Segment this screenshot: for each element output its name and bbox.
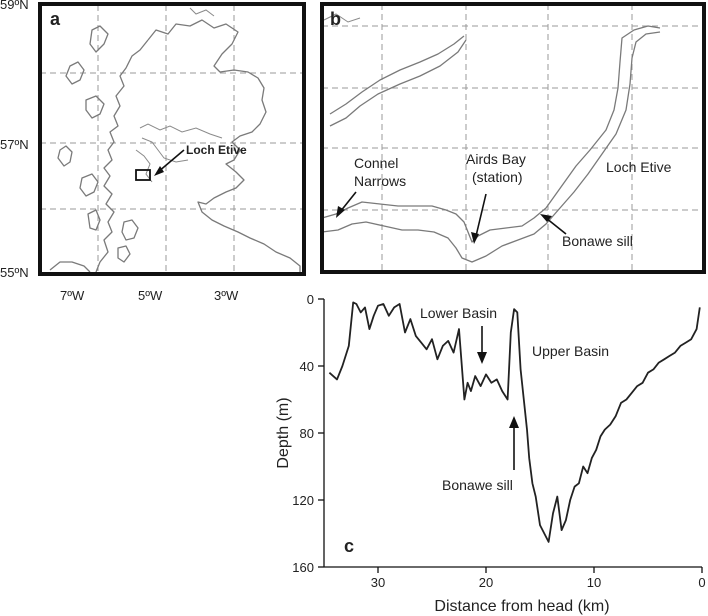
y-axis-label: Depth (m) xyxy=(275,397,292,468)
loch-etive-site-label: Loch Etive xyxy=(186,143,247,157)
panel-c: 0 40 80 120 160 30 20 10 0 Depth (m) Distance f… xyxy=(275,292,706,615)
panel-b-letter: b xyxy=(330,9,341,29)
panel-a-letter: a xyxy=(50,9,61,29)
panel-a: Loch Etive a 59ºN 57ºN 55ºN 7ºW 5ºW 3ºW xyxy=(0,0,306,303)
lon-label-3w: 3ºW xyxy=(214,288,239,303)
panel-b-grid xyxy=(322,4,704,272)
lon-label-7w: 7ºW xyxy=(60,288,85,303)
y-tick-label: 0 xyxy=(307,292,314,307)
panel-a-frame xyxy=(38,2,306,276)
panel-a-grid xyxy=(40,5,304,273)
x-tick-label: 20 xyxy=(479,575,493,590)
loch-etive-coastline xyxy=(321,13,661,263)
lat-label-55: 55ºN xyxy=(0,265,29,280)
upper-basin-annotation: Upper Basin xyxy=(532,343,609,359)
airds-bay-label-line2: (station) xyxy=(472,169,523,185)
panel-c-letter: c xyxy=(344,536,354,556)
depth-profile-line xyxy=(328,301,701,543)
panel-b: b Connel Narrows Airds Bay (station) Loc… xyxy=(320,2,706,274)
lat-label-57: 57ºN xyxy=(0,137,29,152)
y-ticks: 0 40 80 120 160 xyxy=(292,292,324,575)
y-tick-label: 160 xyxy=(292,560,314,575)
y-tick-label: 120 xyxy=(292,493,314,508)
airds-bay-label-line1: Airds Bay xyxy=(466,151,526,167)
lon-label-5w: 5ºW xyxy=(138,288,163,303)
x-axis-label: Distance from head (km) xyxy=(434,598,609,615)
scotland-coastline xyxy=(49,7,301,273)
x-tick-label: 10 xyxy=(587,575,601,590)
loch-etive-locator-box xyxy=(135,169,151,181)
panel-b-frame xyxy=(320,2,706,274)
lat-label-59: 59ºN xyxy=(0,0,29,12)
y-tick-label: 80 xyxy=(300,426,314,441)
lower-basin-annotation: Lower Basin xyxy=(420,305,497,321)
x-tick-label: 0 xyxy=(698,575,705,590)
connel-narrows-label-line2: Narrows xyxy=(354,173,406,189)
connel-narrows-label-line1: Connel xyxy=(354,155,398,171)
x-tick-label: 30 xyxy=(371,575,385,590)
bonawe-sill-annotation: Bonawe sill xyxy=(442,477,513,493)
plot-area xyxy=(324,299,702,567)
bonawe-sill-map-label: Bonawe sill xyxy=(562,233,633,249)
y-tick-label: 40 xyxy=(300,359,314,374)
loch-etive-label: Loch Etive xyxy=(606,159,672,175)
x-ticks: 30 20 10 0 xyxy=(371,567,706,590)
